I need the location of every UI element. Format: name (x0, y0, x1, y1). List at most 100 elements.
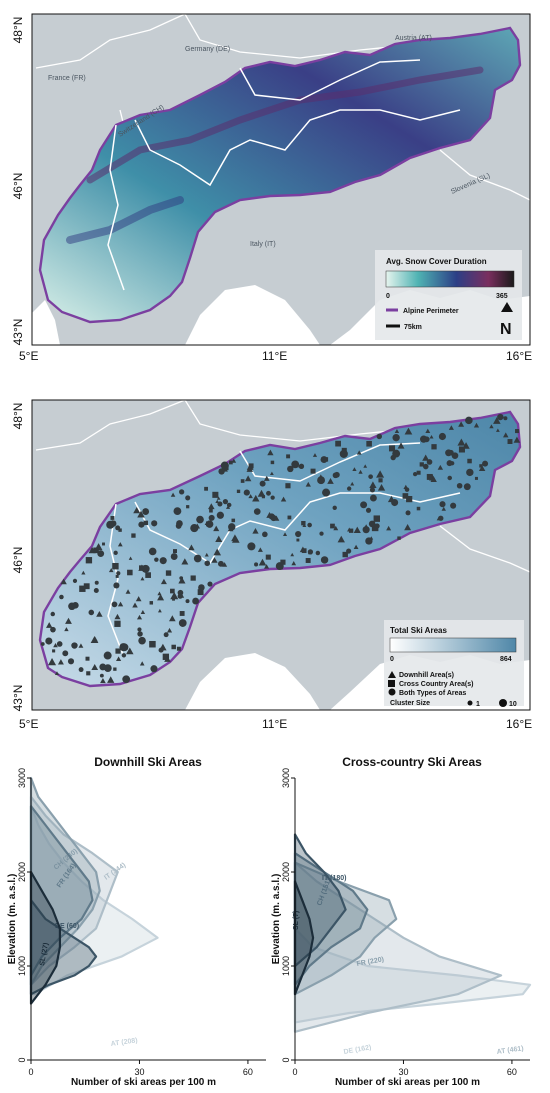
downhill-marker (363, 524, 369, 529)
crosscountry-marker (310, 468, 316, 474)
y-tick-label: 1000 (281, 956, 291, 976)
both-types-marker (113, 582, 120, 589)
series-label: DE (60) (55, 923, 79, 930)
downhill-marker (225, 505, 231, 509)
alpine-perimeter-snow (38, 26, 522, 324)
crosscountry-marker (301, 520, 306, 526)
crosscountry-marker (285, 483, 291, 489)
downhill-marker (114, 613, 121, 620)
downhill-marker (88, 546, 96, 554)
both-types-marker (423, 436, 430, 443)
both-types-marker (450, 502, 457, 509)
both-types-marker (173, 507, 182, 516)
both-types-marker (68, 602, 76, 611)
both-types-marker (148, 547, 157, 556)
crosscountry-marker (507, 439, 513, 444)
legend-cluster: Cluster Size (390, 700, 430, 707)
downhill-marker (231, 535, 240, 543)
downhill-marker (457, 438, 466, 446)
downhill-marker (312, 453, 318, 457)
y-tick-label: 0 (17, 1057, 27, 1062)
both-types-marker (423, 463, 429, 470)
crosscountry-marker (197, 589, 204, 596)
both-types-marker (40, 642, 45, 646)
crosscountry-marker (323, 457, 329, 462)
downhill-marker (269, 471, 274, 476)
downhill-marker (302, 523, 307, 528)
downhill-marker (394, 429, 400, 434)
both-types-marker (67, 658, 75, 665)
lon-label: 11°E (262, 349, 287, 363)
downhill-marker (213, 548, 222, 556)
lon-label: 5°E (19, 717, 38, 731)
downhill-marker (264, 564, 270, 569)
x-axis-label: Number of ski areas per 100 m (335, 1077, 480, 1088)
crosscountry-marker (294, 463, 299, 468)
downhill-marker (404, 524, 412, 531)
series-area (293, 833, 347, 968)
crosscountry-marker (373, 515, 381, 522)
crosscountry-marker (270, 460, 275, 465)
downhill-marker (353, 544, 359, 550)
alpine-ridge (66, 196, 184, 244)
downhill-marker (78, 643, 84, 648)
crosscountry-marker (86, 671, 91, 676)
legend-both: Both Types of Areas (399, 690, 466, 697)
both-types-marker (253, 508, 261, 515)
x-tick-label: 0 (292, 1067, 297, 1077)
downhill-marker (263, 475, 270, 481)
both-types-marker (226, 502, 232, 508)
both-types-marker (295, 530, 302, 538)
y-tick-label: 0 (281, 1057, 291, 1062)
both-types-marker (141, 564, 150, 573)
y-tick-label: 3000 (281, 768, 291, 788)
both-types-marker (159, 557, 167, 565)
internal-border (107, 503, 125, 658)
crosscountry-marker (85, 656, 90, 661)
both-types-marker (220, 461, 229, 470)
both-types-marker (463, 483, 471, 491)
crosscountry-marker (458, 446, 465, 453)
downhill-marker (132, 602, 138, 608)
both-types-marker (254, 562, 259, 567)
crosscountry-marker (212, 491, 219, 498)
lon-label: 11°E (262, 717, 287, 731)
downhill-marker (194, 523, 201, 529)
crosscountry-marker (342, 551, 348, 558)
crosscountry-marker (335, 440, 341, 447)
crosscountry-marker (231, 518, 236, 523)
downhill-marker (167, 627, 173, 633)
crosscountry-marker (366, 440, 372, 447)
downhill-marker (397, 442, 405, 449)
both-types-marker (497, 413, 504, 421)
downhill-marker (489, 424, 494, 429)
downhill-marker (495, 428, 500, 432)
crosscountry-marker (83, 583, 90, 590)
both-types-marker (333, 471, 340, 478)
crosscountry-marker (186, 505, 190, 509)
crosscountry-marker (378, 478, 383, 483)
downhill-marker (81, 570, 86, 575)
downhill-marker (160, 578, 167, 585)
both-types-marker (376, 433, 383, 440)
crosscountry-marker (402, 493, 409, 499)
both-types-marker (216, 511, 224, 519)
downhill-marker (181, 558, 189, 565)
crosscountry-marker (204, 486, 208, 491)
ski-legend: Total Ski Areas 0 864 Downhill Area(s) C… (384, 620, 524, 708)
both-types-marker (218, 468, 225, 475)
x-tick-label: 30 (398, 1067, 408, 1077)
both-types-marker (163, 632, 169, 638)
crosscountry-marker (102, 542, 105, 546)
downhill-marker (159, 643, 167, 651)
series-area (29, 870, 62, 1005)
crosscountry-marker (236, 489, 241, 494)
downhill-marker (65, 617, 72, 624)
series-area (29, 805, 94, 977)
both-types-marker (56, 641, 63, 647)
downhill-marker (430, 476, 437, 483)
y-tick-label: 2000 (17, 862, 27, 882)
downhill-marker (215, 499, 220, 504)
downhill-marker (139, 661, 145, 666)
